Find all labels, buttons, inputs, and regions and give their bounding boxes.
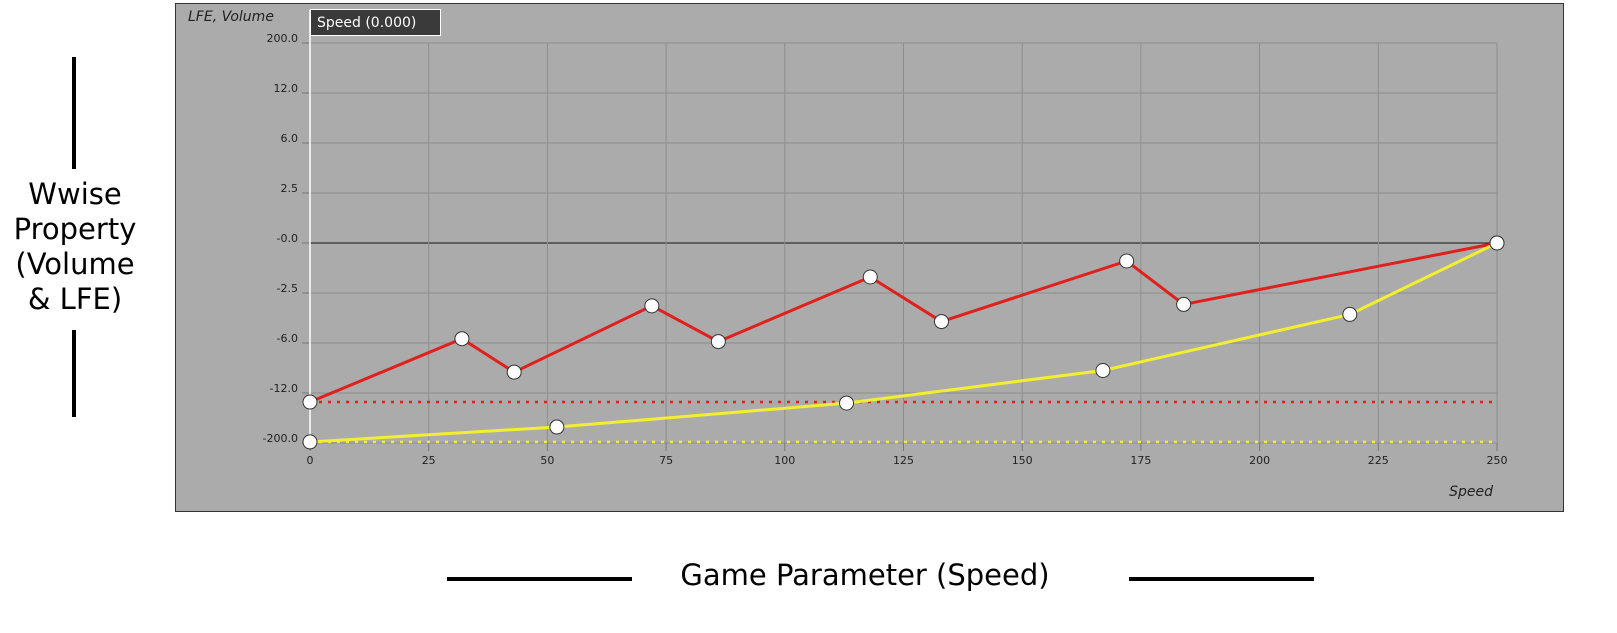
y-tick-label: -6.0 — [277, 332, 298, 345]
x-tick-label: 100 — [774, 454, 795, 467]
point — [644, 298, 660, 314]
y-tick-label: 200.0 — [267, 32, 299, 45]
y-tick-label: 6.0 — [281, 132, 299, 145]
point — [1342, 306, 1358, 322]
x-tick-label: 150 — [1012, 454, 1033, 467]
point — [1489, 235, 1505, 251]
x-tick-label: 175 — [1130, 454, 1151, 467]
y-tick-label: -0.0 — [277, 232, 298, 245]
x-tick-label: 125 — [893, 454, 914, 467]
decor-bar — [447, 577, 632, 581]
x-tick-label: 250 — [1487, 454, 1508, 467]
cursor-label: Speed (0.000) — [317, 15, 416, 31]
y-caption: Wwise Property (Volume & LFE) — [13, 177, 137, 316]
series-line — [309, 241, 1498, 444]
series-line — [309, 241, 1498, 404]
x-axis-label: Speed — [1449, 484, 1493, 500]
decor-bar — [72, 330, 76, 417]
decor-bar — [1129, 577, 1314, 581]
point — [1119, 253, 1135, 269]
point — [1095, 363, 1111, 378]
x-tick-label: 25 — [422, 454, 436, 467]
point — [549, 419, 565, 435]
y-tick-label: 2.5 — [281, 182, 299, 195]
y-tick-label: -200.0 — [263, 432, 298, 445]
x-tick-label: 225 — [1368, 454, 1389, 467]
x-tick-label: 200 — [1249, 454, 1270, 467]
point — [506, 364, 522, 380]
y-tick-label: -2.5 — [277, 282, 298, 295]
decor-bar — [72, 57, 76, 169]
point — [302, 434, 318, 450]
y-axis-label: LFE, Volume — [188, 9, 274, 25]
x-caption: Game Parameter (Speed) — [680, 558, 1050, 592]
x-tick-label: 50 — [540, 454, 554, 467]
y-tick-label: -12.0 — [270, 382, 298, 395]
point — [1176, 296, 1192, 312]
panel — [175, 3, 1564, 512]
point — [862, 269, 878, 285]
point — [1489, 235, 1505, 251]
x-tick-label: 75 — [659, 454, 673, 467]
point — [454, 331, 470, 347]
cursor-box — [310, 9, 441, 36]
point — [710, 334, 726, 350]
point — [302, 394, 318, 410]
point — [933, 314, 949, 330]
x-tick-label: 0 — [307, 454, 314, 467]
point — [839, 395, 855, 411]
y-tick-label: 12.0 — [274, 82, 299, 95]
